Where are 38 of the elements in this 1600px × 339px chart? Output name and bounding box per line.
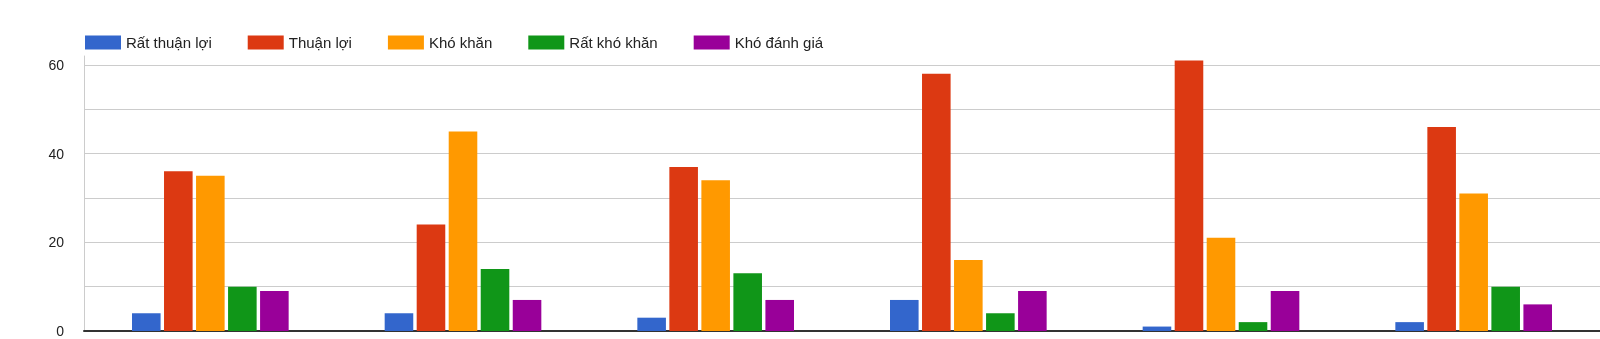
bar [132, 313, 161, 331]
bar [1174, 60, 1204, 331]
legend-label: Khó đánh giá [734, 34, 824, 51]
legend-label: Rất thuận lợi [126, 34, 212, 51]
bar [260, 291, 289, 331]
bar [954, 260, 983, 331]
bar [1427, 126, 1456, 331]
bar [1018, 291, 1047, 331]
bar [1270, 291, 1300, 331]
y-tick-label: 60 [48, 56, 65, 73]
bar [890, 299, 919, 331]
bar [1491, 286, 1520, 331]
bar [637, 317, 666, 331]
bar [416, 224, 446, 331]
legend-label: Khó khăn [428, 34, 493, 51]
bar [986, 313, 1015, 331]
bar [164, 171, 193, 331]
bar [384, 313, 414, 331]
bar [765, 299, 794, 331]
bar [701, 180, 730, 331]
bar [448, 131, 478, 331]
bar [480, 268, 510, 331]
y-tick-label: 20 [48, 234, 65, 251]
bar [1395, 322, 1424, 331]
bar [922, 73, 951, 331]
bar [669, 166, 698, 331]
bar [1206, 237, 1236, 331]
y-tick-label: 40 [48, 145, 65, 162]
bar [1523, 304, 1552, 331]
bar [228, 286, 257, 331]
bar [1238, 322, 1268, 331]
bar [512, 299, 542, 331]
bar [1459, 193, 1488, 331]
y-tick-label: 0 [56, 323, 65, 339]
legend-label: Rất khó khăn [569, 34, 658, 51]
bar [196, 175, 225, 331]
bar [733, 273, 762, 331]
legend-label: Thuận lợi [288, 34, 352, 51]
